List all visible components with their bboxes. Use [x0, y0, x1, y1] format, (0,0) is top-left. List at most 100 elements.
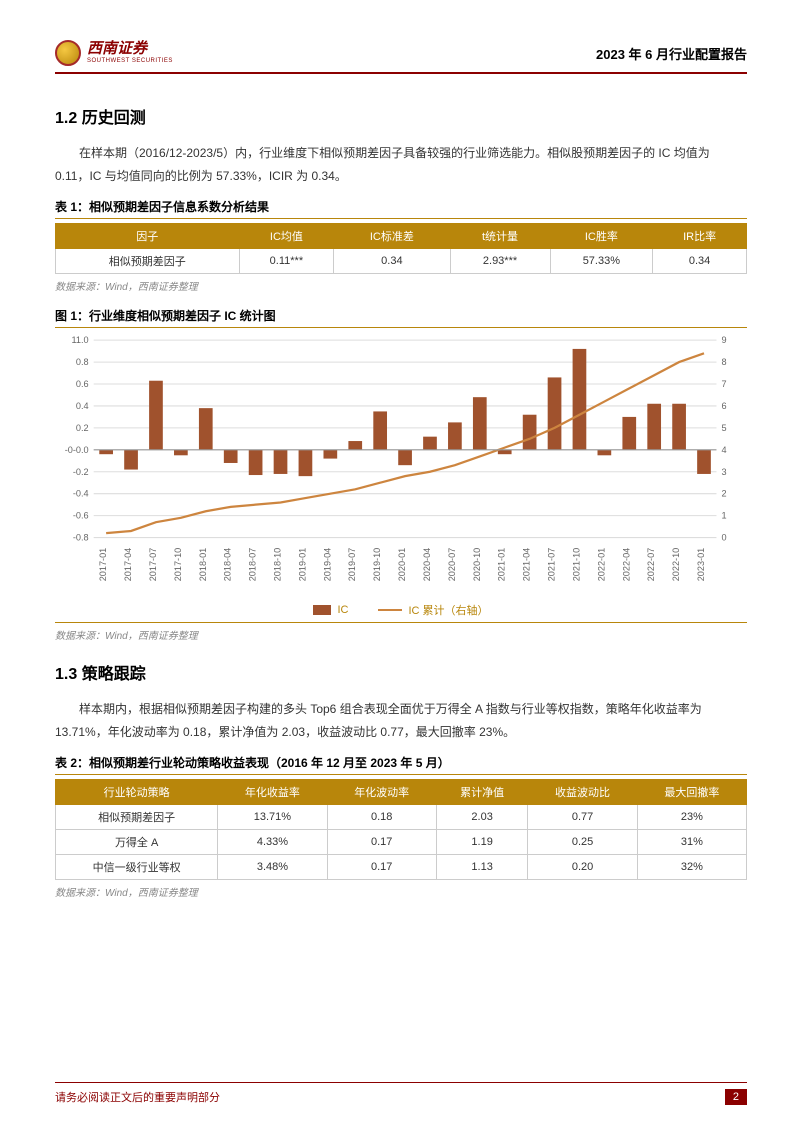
svg-text:2: 2 [722, 488, 727, 498]
logo-icon [55, 40, 81, 66]
svg-text:2022-01: 2022-01 [596, 547, 606, 581]
table-cell: 0.18 [327, 804, 436, 829]
logo-cn: 西南证券 [87, 41, 173, 58]
table-cell: 57.33% [550, 248, 653, 273]
svg-text:2019-01: 2019-01 [297, 547, 307, 581]
table-header: IC标准差 [334, 223, 450, 248]
table-header: 收益波动比 [528, 779, 637, 804]
svg-text:6: 6 [722, 401, 727, 411]
chart-svg: -0.8-0.6-0.4-0.2-0-0.00.20.40.60.811.001… [55, 332, 747, 597]
table-cell: 0.34 [334, 248, 450, 273]
svg-text:2019-10: 2019-10 [372, 547, 382, 581]
table-cell: 0.34 [653, 248, 747, 273]
svg-text:9: 9 [722, 335, 727, 345]
table-cell: 2.03 [436, 804, 528, 829]
svg-text:1: 1 [722, 510, 727, 520]
svg-text:5: 5 [722, 423, 727, 433]
page-footer: 请务必阅读正文后的重要声明部分 2 [55, 1082, 747, 1106]
table-header: 年化波动率 [327, 779, 436, 804]
table-cell: 1.19 [436, 829, 528, 854]
table-row: 中信一级行业等权3.48%0.171.130.2032% [56, 854, 747, 879]
table-cell: 2.93*** [450, 248, 550, 273]
table2-source: 数据来源：Wind，西南证券整理 [55, 884, 747, 899]
svg-text:2020-07: 2020-07 [447, 547, 457, 581]
table2-caption: 表 2：相似预期差行业轮动策略收益表现（2016 年 12 月至 2023 年 … [55, 754, 747, 775]
table-row: 相似预期差因子0.11***0.342.93***57.33%0.34 [56, 248, 747, 273]
table2: 行业轮动策略年化收益率年化波动率累计净值收益波动比最大回撤率 相似预期差因子13… [55, 779, 747, 880]
table-header: 累计净值 [436, 779, 528, 804]
footer-rule [55, 1082, 747, 1084]
table-cell: 中信一级行业等权 [56, 854, 218, 879]
header-title: 2023 年 6 月行业配置报告 [596, 44, 747, 63]
legend-line-label: IC 累计（右轴） [408, 602, 488, 618]
table-row: 万得全 A4.33%0.171.190.2531% [56, 829, 747, 854]
table-header: IC胜率 [550, 223, 653, 248]
svg-text:0.4: 0.4 [76, 401, 89, 411]
table1-source: 数据来源：Wind，西南证券整理 [55, 278, 747, 293]
svg-text:2018-07: 2018-07 [248, 547, 258, 581]
table-cell: 0.17 [327, 854, 436, 879]
table-header: 行业轮动策略 [56, 779, 218, 804]
table-cell: 万得全 A [56, 829, 218, 854]
table-header: 最大回撤率 [637, 779, 746, 804]
svg-text:2017-04: 2017-04 [123, 547, 133, 581]
section-title-1-3: 1.3 策略跟踪 [55, 660, 747, 684]
table-cell: 0.17 [327, 829, 436, 854]
svg-text:2023-01: 2023-01 [696, 547, 706, 581]
footer-text: 请务必阅读正文后的重要声明部分 [55, 1089, 220, 1105]
table-header: IR比率 [653, 223, 747, 248]
svg-text:2018-04: 2018-04 [223, 547, 233, 581]
table-cell: 相似预期差因子 [56, 804, 218, 829]
section-title-1-2: 1.2 历史回测 [55, 104, 747, 128]
logo: 西南证券 SOUTHWEST SECURITIES [55, 40, 173, 66]
table-header: 年化收益率 [218, 779, 327, 804]
table-cell: 1.13 [436, 854, 528, 879]
svg-text:8: 8 [722, 357, 727, 367]
table1-caption: 表 1：相似预期差因子信息系数分析结果 [55, 198, 747, 219]
svg-text:0: 0 [722, 532, 727, 542]
svg-text:2020-10: 2020-10 [472, 547, 482, 581]
legend-bar-swatch [313, 605, 331, 615]
table-header: IC均值 [239, 223, 334, 248]
page-number: 2 [725, 1089, 747, 1105]
table-cell: 32% [637, 854, 746, 879]
table-cell: 4.33% [218, 829, 327, 854]
section-1-2-para: 在样本期（2016/12-2023/5）内，行业维度下相似预期差因子具备较强的行… [55, 142, 747, 188]
section-1-3-para: 样本期内，根据相似预期差因子构建的多头 Top6 组合表现全面优于万得全 A 指… [55, 698, 747, 744]
svg-text:2022-10: 2022-10 [671, 547, 681, 581]
svg-text:11.0: 11.0 [71, 335, 88, 345]
table-cell: 相似预期差因子 [56, 248, 240, 273]
svg-text:2018-01: 2018-01 [198, 547, 208, 581]
table1: 因子IC均值IC标准差t统计量IC胜率IR比率 相似预期差因子0.11***0.… [55, 223, 747, 274]
svg-text:3: 3 [722, 466, 727, 476]
svg-text:0.6: 0.6 [76, 379, 89, 389]
svg-text:2022-04: 2022-04 [621, 547, 631, 581]
svg-text:7: 7 [722, 379, 727, 389]
svg-text:2021-10: 2021-10 [571, 547, 581, 581]
table-cell: 13.71% [218, 804, 327, 829]
legend-line-swatch [378, 609, 402, 611]
chart-legend: IC IC 累计（右轴） [55, 602, 747, 618]
svg-text:2017-10: 2017-10 [173, 547, 183, 581]
figure1-caption: 图 1：行业维度相似预期差因子 IC 统计图 [55, 307, 747, 328]
svg-text:2019-04: 2019-04 [322, 547, 332, 581]
table-cell: 3.48% [218, 854, 327, 879]
svg-text:2020-01: 2020-01 [397, 547, 407, 581]
header-rule [55, 72, 747, 74]
svg-text:0.2: 0.2 [76, 423, 89, 433]
legend-bar-label: IC [337, 604, 348, 616]
svg-text:2022-07: 2022-07 [646, 547, 656, 581]
svg-text:2019-07: 2019-07 [347, 547, 357, 581]
table-header: 因子 [56, 223, 240, 248]
table-header: t统计量 [450, 223, 550, 248]
svg-text:-0.4: -0.4 [73, 488, 89, 498]
logo-text: 西南证券 SOUTHWEST SECURITIES [87, 41, 173, 64]
legend-line: IC 累计（右轴） [378, 602, 488, 618]
table-cell: 0.25 [528, 829, 637, 854]
svg-text:2021-01: 2021-01 [497, 547, 507, 581]
table-cell: 0.11*** [239, 248, 334, 273]
svg-text:-0.8: -0.8 [73, 532, 89, 542]
svg-text:0.8: 0.8 [76, 357, 89, 367]
table-cell: 0.77 [528, 804, 637, 829]
svg-text:2020-04: 2020-04 [422, 547, 432, 581]
